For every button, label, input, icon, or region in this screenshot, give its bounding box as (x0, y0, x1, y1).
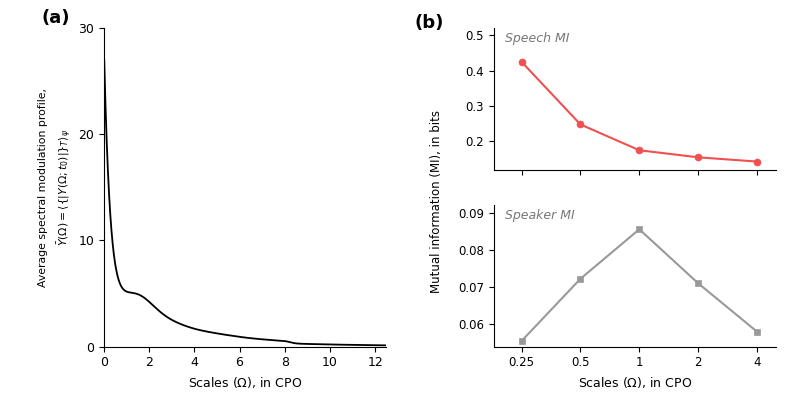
X-axis label: Scales ($\Omega$), in CPO: Scales ($\Omega$), in CPO (578, 375, 692, 390)
X-axis label: Scales ($\Omega$), in CPO: Scales ($\Omega$), in CPO (188, 375, 302, 390)
Text: (a): (a) (42, 9, 70, 27)
Text: Speech MI: Speech MI (505, 33, 570, 46)
Text: Speaker MI: Speaker MI (505, 209, 574, 222)
Y-axis label: Average spectral modulation profile,
$\bar{Y}(\Omega) = \langle\{|Y(\Omega;t_0)|: Average spectral modulation profile, $\b… (38, 88, 74, 287)
Text: Mutual information (MI), in bits: Mutual information (MI), in bits (430, 110, 442, 293)
Text: (b): (b) (414, 14, 444, 32)
